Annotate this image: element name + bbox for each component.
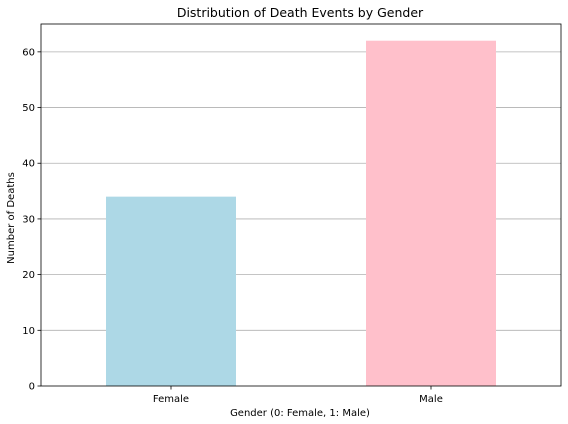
y-axis-label: Number of Deaths: [6, 172, 17, 264]
bar-female: [106, 196, 236, 386]
y-tick-label: 0: [29, 382, 35, 393]
x-tick-label-female: Female: [153, 394, 189, 405]
y-tick-label: 30: [22, 214, 35, 225]
chart-title: Distribution of Death Events by Gender: [177, 5, 424, 20]
y-tick-label: 50: [22, 103, 35, 114]
bars: [106, 40, 496, 386]
y-tick-label: 10: [22, 326, 35, 337]
y-axis: 0 10 20 30 40 50 60: [22, 47, 41, 393]
plot-frame: [40, 23, 562, 387]
x-axis: Female Male: [153, 386, 443, 405]
x-tick-label-male: Male: [419, 394, 443, 405]
x-axis-label: Gender (0: Female, 1: Male): [230, 408, 370, 419]
y-tick-label: 60: [22, 47, 35, 58]
y-tick-label: 20: [22, 270, 35, 281]
y-tick-label: 40: [22, 159, 35, 170]
bar-male: [366, 40, 496, 386]
